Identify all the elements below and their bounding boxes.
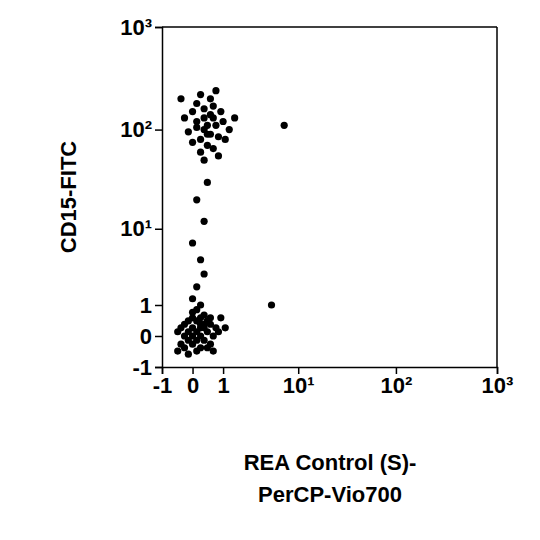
point <box>201 114 208 121</box>
point <box>222 324 229 331</box>
point <box>215 152 222 159</box>
point <box>185 128 192 135</box>
point <box>268 301 275 308</box>
tick: 10² <box>120 117 162 142</box>
chart: -10110¹10²10³-10110¹10²10³REA Control (S… <box>0 0 540 540</box>
tick-mark <box>155 27 162 29</box>
point <box>197 136 204 143</box>
x-axis-title-line: REA Control (S)- <box>244 450 417 475</box>
x-axis: -1 01 10¹ 10² 10³ <box>153 367 514 398</box>
point <box>222 136 229 143</box>
point <box>215 328 222 335</box>
point <box>212 122 219 129</box>
axis-line <box>163 368 498 375</box>
point <box>177 341 184 348</box>
point <box>181 114 188 121</box>
tick: -1 <box>132 355 162 380</box>
point <box>210 102 217 109</box>
point <box>193 100 200 107</box>
point <box>201 105 208 112</box>
tick-label: -1 <box>153 373 173 398</box>
point <box>193 124 200 131</box>
point <box>189 295 196 302</box>
point <box>204 122 211 129</box>
point <box>204 131 211 138</box>
point <box>197 91 204 98</box>
tick-mark <box>155 229 162 231</box>
point <box>210 347 217 354</box>
x-axis-title-line: PerCP-Vio700 <box>258 482 402 507</box>
point <box>174 347 181 354</box>
point <box>197 324 204 331</box>
tick: 10¹ <box>120 216 162 241</box>
point <box>210 145 217 152</box>
tick: 10³ <box>120 15 162 40</box>
point <box>197 344 204 351</box>
tick: 10² <box>381 367 413 398</box>
point <box>197 301 204 308</box>
tick-label: 0 <box>140 324 152 349</box>
point <box>174 328 181 335</box>
tick-label: 10² <box>381 373 413 398</box>
tick-label: 10³ <box>120 15 152 40</box>
axis-line <box>155 28 163 368</box>
point <box>226 126 233 133</box>
point <box>189 239 196 246</box>
tick-mark <box>155 367 162 369</box>
point <box>201 337 208 344</box>
tick: 1 <box>140 293 162 318</box>
tick: 10¹ <box>283 367 315 398</box>
point <box>207 111 214 118</box>
points <box>174 87 288 358</box>
point <box>219 118 226 125</box>
tick-label: 10¹ <box>283 373 315 398</box>
point <box>197 256 204 263</box>
tick: 1 <box>217 367 229 398</box>
point <box>185 351 192 358</box>
tick-label: 10² <box>120 117 152 142</box>
tick-mark <box>155 305 162 307</box>
point <box>281 122 288 129</box>
point <box>217 108 224 115</box>
point <box>215 133 222 140</box>
tick-label: -1 <box>132 355 152 380</box>
point <box>231 114 238 121</box>
point <box>217 314 224 321</box>
point <box>189 139 196 146</box>
point <box>204 179 211 186</box>
x-axis-title: REA Control (S)- PerCP-Vio700 <box>244 450 417 507</box>
point <box>193 283 200 290</box>
point <box>207 341 214 348</box>
point <box>207 314 214 321</box>
point <box>201 270 208 277</box>
point <box>189 332 196 339</box>
tick-mark <box>155 129 162 131</box>
tick-label: 0 <box>187 373 199 398</box>
point <box>189 108 196 115</box>
tick: 0 <box>187 367 199 398</box>
tick-label: 1 <box>217 373 229 398</box>
point <box>177 95 184 102</box>
y-axis-title: CD15-FITC <box>56 141 81 254</box>
y-axis: -1 0 1 10¹ 10² 10³ <box>120 15 162 380</box>
tick: 0 <box>140 324 162 349</box>
frame <box>496 27 498 367</box>
tick: 10³ <box>482 367 514 398</box>
point <box>212 87 219 94</box>
point <box>193 196 200 203</box>
tick-label: 1 <box>140 293 152 318</box>
point <box>201 218 208 225</box>
tick-label: 10³ <box>482 373 514 398</box>
point <box>204 328 211 335</box>
point <box>181 321 188 328</box>
tick-label: 10¹ <box>120 216 152 241</box>
tick: -1 <box>153 367 173 398</box>
frame <box>162 26 497 28</box>
tick-mark <box>155 336 162 338</box>
point <box>207 95 214 102</box>
point <box>201 157 208 164</box>
point <box>197 149 204 156</box>
